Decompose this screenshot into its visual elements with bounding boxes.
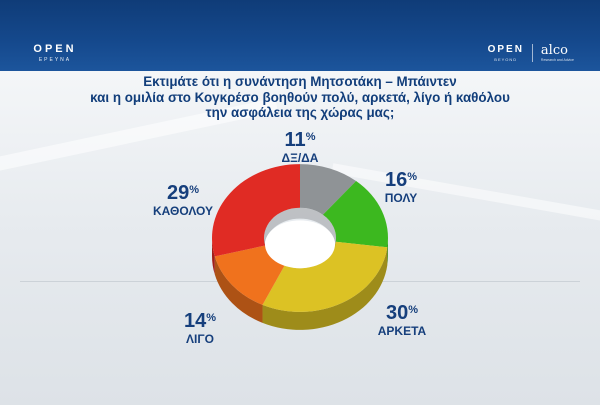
label-dxda: 11% ΔΞ/ΔΑ [265,130,335,165]
slice-katholou [212,164,300,257]
alco-main: alco [540,43,568,58]
category-arketa: ΑΡΚΕΤΑ [377,324,427,338]
category-katholou: ΚΑΘΟΛΟΥ [152,204,214,218]
donut-hole-wall [264,207,336,249]
side-arketa [262,247,388,330]
category-dxda: ΔΞ/ΔΑ [281,151,319,165]
label-katholou: 29% ΚΑΘΟΛΟΥ [138,183,228,218]
value-katholou: 29 [166,182,190,204]
open-erevna-logo: OPEN ΕΡΕΥΝΑ [30,43,80,64]
side-ligo [214,256,263,323]
logo-divider [531,44,533,62]
open-beyond-sub: BEYOND [494,57,518,62]
logo-left-sub: ΕΡΕΥΝΑ [38,57,72,63]
slice-poly [322,181,388,248]
percent-sign: % [305,131,316,143]
side-poly [387,238,389,266]
category-poly: ΠΟΛΥ [384,191,418,205]
donut-hole [265,220,335,269]
header-bar: OPEN ΕΡΕΥΝΑ OPEN BEYOND alco Research an… [0,0,600,71]
logo-left-main: OPEN [33,43,77,55]
value-poly: 16 [384,169,408,191]
value-ligo: 14 [183,310,207,332]
label-arketa: 30% ΑΡΚΕΤΑ [362,303,442,338]
survey-question: Εκτιμάτε ότι η συνάντηση Μητσοτάκη – Μπά… [70,74,530,121]
value-arketa: 30 [385,302,409,324]
category-ligo: ΛΙΓΟ [186,332,214,346]
question-line-2: και η ομιλία στο Κογκρέσο βοηθούν πολύ, … [90,89,510,105]
slice-ligo [214,245,285,305]
question-line-1: Εκτιμάτε ότι η συνάντηση Μητσοτάκη – Μπά… [143,74,457,89]
alco-logo: alco Research and Advice [541,44,574,62]
percent-sign: % [407,171,418,183]
percent-sign: % [408,304,419,316]
open-beyond-logo: OPEN BEYOND [488,44,524,62]
open-beyond-main: OPEN [487,44,524,55]
percent-sign: % [189,184,200,196]
side-katholou [212,238,215,275]
percent-sign: % [206,312,217,324]
partner-logos: OPEN BEYOND alco Research and Advice [488,44,574,68]
label-poly: 16% ΠΟΛΥ [366,170,436,205]
label-ligo: 14% ΛΙΓΟ [165,311,235,346]
slice-dxda [300,164,357,215]
slice-arketa [262,241,388,312]
question-line-3: την ασφάλεια της χώρας μας; [205,105,395,120]
alco-sub: Research and Advice [540,58,574,62]
value-dxda: 11 [284,129,306,151]
